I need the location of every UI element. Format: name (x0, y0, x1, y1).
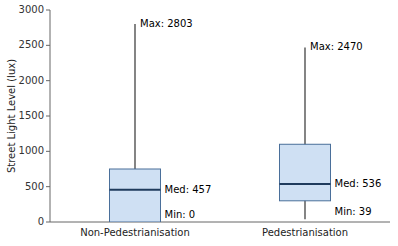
y-tick (46, 80, 50, 81)
y-tick-label: 1500 (19, 110, 44, 121)
y-tick-label: 1000 (19, 145, 44, 156)
max-label: Max: 2803 (140, 18, 193, 29)
median-label: Med: 536 (335, 178, 382, 189)
y-axis-line (50, 10, 51, 222)
x-axis-line (50, 222, 390, 223)
plot-area (110, 24, 331, 222)
median (280, 183, 331, 185)
y-tick-label: 3000 (19, 4, 44, 15)
x-tick-label: Pedestrianisation (262, 227, 348, 238)
y-axis: 0 500 1000 1500 2000 2500 3000 (19, 4, 390, 227)
median-label: Med: 457 (165, 184, 212, 195)
y-tick (46, 222, 50, 223)
y-tick-label: 0 (38, 216, 44, 227)
min-label: Min: 0 (165, 209, 196, 220)
chart: 0 500 1000 1500 2000 2500 3000 Street Light Lev… (0, 0, 398, 246)
y-tick (46, 186, 50, 187)
y-axis-label: Street Light Level (lux) (6, 59, 17, 173)
x-tick-label: Non-Pedestrianisation (80, 227, 190, 238)
chart-container: 0 500 1000 1500 2000 2500 3000 Street Light Lev… (0, 0, 398, 246)
min-label: Min: 39 (335, 206, 372, 217)
y-tick (46, 10, 50, 11)
y-tick (46, 116, 50, 117)
y-tick-label: 500 (25, 181, 44, 192)
max-label: Max: 2470 (310, 41, 363, 52)
median (110, 189, 161, 191)
y-tick-label: 2000 (19, 75, 44, 86)
y-tick-label: 2500 (19, 39, 44, 50)
box (280, 144, 331, 201)
box (110, 169, 161, 222)
y-tick (46, 151, 50, 152)
y-tick (46, 45, 50, 46)
annotations: Max: 2803 Med: 457 Min: 0 Max: 2470 Med: 536… (140, 18, 381, 220)
